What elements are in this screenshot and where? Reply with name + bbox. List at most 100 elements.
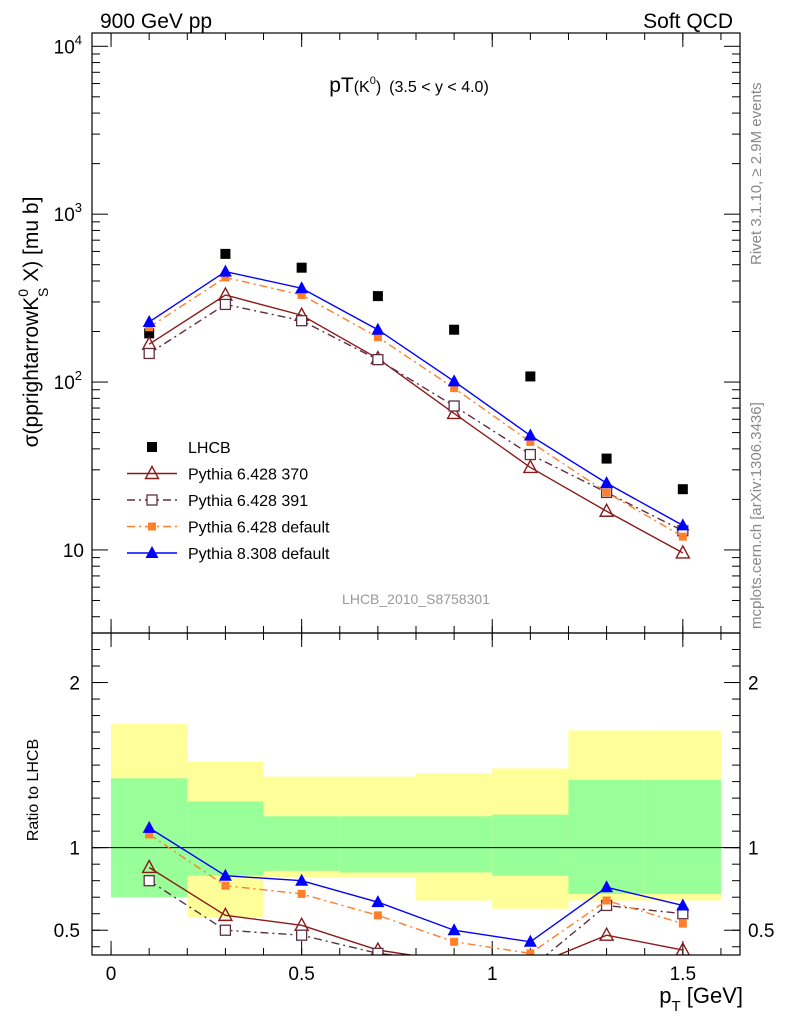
marker-square-open <box>295 929 308 941</box>
marker-square-filled <box>526 437 535 446</box>
marker-square-open <box>219 298 232 311</box>
marker-square-filled <box>373 911 382 920</box>
marker-square-open <box>525 963 535 973</box>
marker-square-filled <box>602 896 611 905</box>
marker-triangle-filled <box>523 428 537 441</box>
band-inner <box>187 801 264 876</box>
series-line <box>148 294 684 554</box>
marker-square-filled <box>221 881 230 890</box>
title-sup: 0 <box>370 75 376 87</box>
marker-square-open <box>219 924 232 936</box>
band-inner <box>568 779 645 894</box>
series-line <box>148 303 684 532</box>
band-inner <box>339 816 416 873</box>
legend: LHCB Pythia 6.428 370 Pythia 6.428 391 Pyth… <box>127 440 330 563</box>
ratio-tick-label-left: 0.5 <box>54 921 80 942</box>
marker-square-open <box>143 347 155 360</box>
ratio-line <box>148 827 683 943</box>
marker-square-filled <box>147 442 157 452</box>
marker-square-filled <box>525 371 536 382</box>
marker-square-filled <box>450 937 459 946</box>
marker-square-open <box>146 494 158 506</box>
marker-square-filled <box>144 328 155 339</box>
marker-triangle-filled <box>142 820 156 833</box>
marker-square-filled <box>449 324 460 335</box>
legend-label: LHCB <box>188 440 231 457</box>
marker-square-open <box>143 875 155 887</box>
legend-label: Pythia 8.308 default <box>188 546 330 563</box>
ratio-bands <box>111 723 721 918</box>
xlabel-sub: T <box>671 998 680 1015</box>
ratio-tick-label-left: 2 <box>69 674 80 695</box>
ratio-line <box>148 880 683 955</box>
ratio-frame <box>91 632 741 956</box>
marker-square-filled <box>678 532 687 541</box>
legend-label: Pythia 6.428 370 <box>188 467 308 484</box>
ratio-tick-label-left: 1 <box>69 839 80 860</box>
marker-square-filled <box>526 949 535 955</box>
x-axis-label: pT [GeV] <box>659 983 743 1015</box>
marker-square-filled <box>297 889 306 898</box>
marker-triangle-filled <box>371 322 385 335</box>
band-inner <box>416 816 493 873</box>
marker-square-open <box>372 353 384 366</box>
marker-triangle-filled <box>371 895 385 908</box>
x-tick-label: 0 <box>106 964 117 985</box>
legend-label: Pythia 6.428 default <box>188 520 330 537</box>
marker-square-filled <box>372 291 383 302</box>
marker-square-filled <box>220 248 231 259</box>
marker-triangle-filled <box>600 880 614 893</box>
marker-triangle-filled <box>142 314 156 327</box>
marker-square-filled <box>602 488 611 497</box>
mcplots-label: mcplots.cern.ch [arXiv:1306.3436] <box>748 402 765 629</box>
marker-triangle-filled <box>600 476 614 489</box>
ylabel-post: X) [mu b] <box>20 197 43 288</box>
marker-triangle-open <box>217 286 234 301</box>
title-main: pT <box>329 74 354 97</box>
marker-triangle-filled <box>676 898 690 911</box>
marker-square-open <box>524 448 537 461</box>
header-right: Soft QCD <box>643 10 733 33</box>
x-tick-label: 1 <box>487 964 498 985</box>
marker-square-filled <box>677 484 688 495</box>
marker-square-filled <box>296 262 307 273</box>
y-tick-label: 10 <box>63 541 84 562</box>
marker-square-filled <box>297 291 306 300</box>
header-left: 900 GeV pp <box>100 10 212 33</box>
marker-square-open <box>449 957 459 967</box>
marker-triangle-filled <box>295 873 309 886</box>
marker-triangle-filled <box>447 374 461 387</box>
marker-square-open <box>295 315 308 327</box>
marker-triangle-open <box>144 465 160 480</box>
marker-triangle-filled <box>447 923 461 936</box>
ylabel-sup: 0 <box>15 289 31 297</box>
main-series <box>141 248 691 559</box>
axes-ticks: 0 0.5 1 1.5 10 102 103 104 0.5 0.5 1 1 2 2 <box>54 32 775 985</box>
analysis-id: LHCB_2010_S8758301 <box>342 591 490 607</box>
marker-square-filled <box>221 273 230 282</box>
marker-square-filled <box>373 333 382 342</box>
marker-triangle-filled <box>218 868 232 881</box>
marker-triangle-filled <box>523 934 537 947</box>
ratio-tick-label-right: 0.5 <box>748 921 774 942</box>
title-range: (3.5 < y < 4.0) <box>389 79 489 96</box>
marker-square-filled <box>678 919 687 928</box>
legend-label: Pythia 6.428 391 <box>188 493 308 510</box>
y-axis-label: σ(pprightarrowK0 S X) [mu b] <box>15 197 51 448</box>
marker-triangle-open <box>675 941 691 955</box>
marker-triangle-filled <box>145 546 159 558</box>
rivet-label: Rivet 3.1.10, ≥ 2.9M events <box>748 83 765 266</box>
marker-triangle-open <box>141 335 157 350</box>
ratio-tick-label-right: 1 <box>748 839 759 860</box>
marker-triangle-open <box>598 502 615 517</box>
marker-triangle-filled <box>676 518 690 531</box>
series-2 <box>143 298 689 537</box>
marker-triangle-open <box>598 926 615 941</box>
band-inner <box>492 814 569 876</box>
series-line <box>148 276 684 538</box>
marker-triangle-open <box>522 458 539 474</box>
marker-square-filled <box>145 830 154 839</box>
ylabel-sub: S <box>35 288 51 297</box>
x-tick-label: 1.5 <box>670 964 696 985</box>
xlabel-unit: [GeV] <box>681 983 743 1008</box>
